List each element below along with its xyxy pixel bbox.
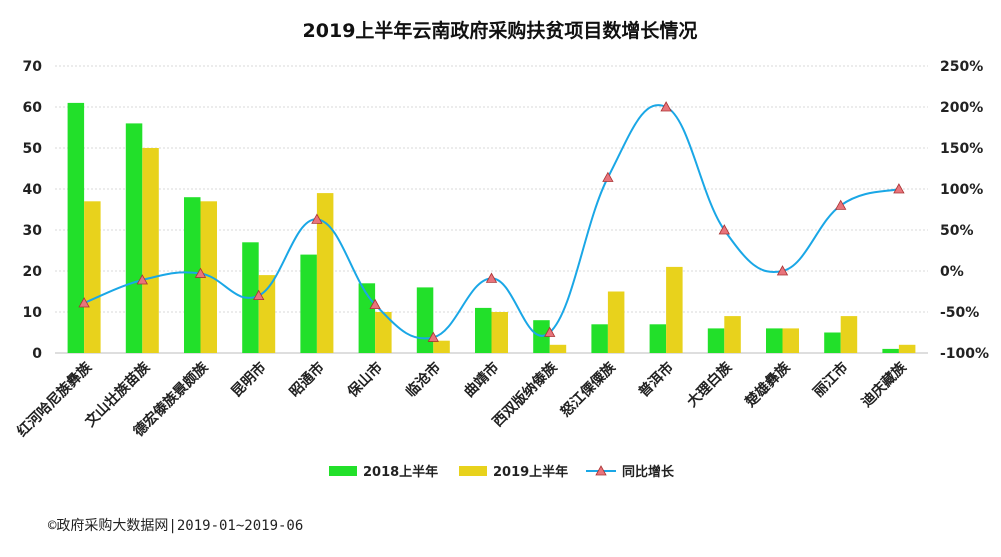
growth-marker: [485, 272, 498, 283]
right-tick-label: -100%: [940, 346, 989, 362]
category-label: 临沧市: [402, 359, 444, 401]
right-tick-label: 200%: [940, 100, 983, 116]
bar-2019: [898, 344, 916, 353]
right-tick-label: 0%: [940, 264, 964, 280]
category-label: 大理白族: [684, 358, 736, 410]
growth-marker: [369, 298, 381, 310]
bar-2018: [475, 307, 492, 353]
left-tick-label: 0: [32, 346, 42, 362]
bar-2018: [67, 102, 85, 354]
growth-marker: [893, 183, 905, 194]
right-tick-label: 250%: [940, 59, 983, 75]
bar-2019: [258, 275, 276, 353]
growth-marker: [253, 289, 265, 301]
growth-marker: [78, 297, 90, 308]
left-tick-label: 20: [23, 264, 43, 280]
category-label: 普洱市: [635, 359, 677, 401]
legend-swatch-2018: [329, 466, 357, 476]
growth-marker: [311, 213, 323, 224]
footer-source: ©政府采购大数据网|2019-01~2019-06: [48, 518, 304, 534]
bar-2018: [591, 324, 608, 353]
right-tick-label: 150%: [940, 141, 983, 157]
bar-2018: [125, 123, 143, 354]
left-tick-label: 70: [23, 59, 43, 75]
right-tick-label: -50%: [940, 305, 979, 321]
growth-marker: [194, 267, 207, 278]
category-label: 迪庆藏族: [858, 358, 910, 410]
category-label: 昭通市: [286, 359, 328, 401]
category-label: 保山市: [344, 359, 386, 401]
bar-2018: [416, 287, 434, 353]
category-label: 楚雄彝族: [741, 358, 794, 411]
bar-2019: [666, 266, 683, 353]
bar-2018: [649, 324, 667, 353]
left-tick-label: 10: [23, 305, 43, 321]
bar-2019: [782, 328, 799, 353]
legend-label-2019: 2019上半年: [493, 464, 568, 480]
bar-2018: [300, 254, 317, 353]
bar-2018: [882, 348, 899, 353]
bar-2018: [824, 332, 841, 353]
legend-swatch-2019: [459, 466, 487, 476]
category-label: 曲靖市: [461, 359, 503, 401]
right-tick-label: 50%: [940, 223, 974, 239]
left-tick-label: 60: [23, 100, 43, 116]
bar-2018: [184, 197, 201, 353]
growth-marker: [835, 199, 847, 210]
growth-marker: [776, 265, 789, 276]
category-label: 昆明市: [228, 359, 270, 401]
legend-label-growth: 同比增长: [622, 464, 675, 480]
bar-2019: [375, 312, 392, 353]
bar-2019: [84, 201, 101, 353]
category-label: 丽江市: [810, 359, 852, 401]
bar-2019: [316, 193, 334, 353]
bars: [67, 102, 916, 354]
chart-title: 2019上半年云南政府采购扶贫项目数增长情况: [303, 19, 698, 42]
legend-marker-growth: [595, 465, 607, 476]
category-label: 红河哈尼族彝族: [14, 358, 96, 440]
bar-2018: [766, 328, 783, 353]
bar-2018: [707, 328, 725, 353]
growth-marker: [602, 171, 614, 182]
bar-2019: [491, 312, 508, 353]
growth-marker: [427, 331, 439, 342]
left-tick-label: 50: [23, 141, 43, 157]
bar-2019: [549, 344, 567, 353]
growth-marker: [544, 326, 556, 337]
growth-marker: [660, 101, 672, 112]
left-tick-label: 40: [23, 182, 43, 198]
growth-line: [78, 101, 905, 342]
bar-2019: [200, 201, 217, 353]
growth-marker: [718, 224, 730, 235]
right-tick-label: 100%: [940, 182, 983, 198]
legend-label-2018: 2018上半年: [363, 464, 438, 480]
bar-2019: [840, 316, 858, 353]
bar-2019: [724, 316, 741, 353]
right-axis: -100% -50% 0% 50% 100% 150% 200% 250%: [940, 59, 989, 362]
legend: 2018上半年 2019上半年 同比增长: [329, 464, 675, 480]
left-axis: 0 10 20 30 40 50 60 70: [23, 59, 43, 362]
left-tick-label: 30: [23, 223, 43, 239]
growth-line-path: [83, 104, 900, 340]
bar-2019: [433, 340, 450, 353]
growth-marker: [136, 274, 148, 285]
bar-2019: [607, 291, 625, 353]
category-label: 怒江傈僳族: [557, 358, 619, 420]
bar-2019: [142, 148, 159, 353]
